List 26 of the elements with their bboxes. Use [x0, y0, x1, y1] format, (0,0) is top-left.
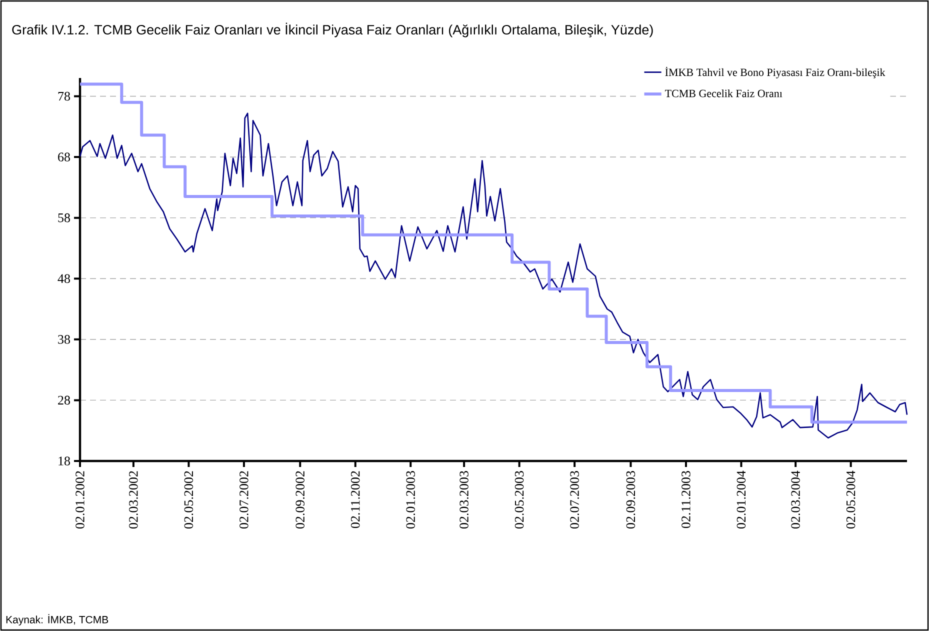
x-tick-label: 02.05.2002	[184, 471, 194, 529]
x-tick-label: 02.11.2002	[350, 471, 360, 528]
x-tick-label: 02.07.2003	[570, 471, 579, 529]
y-tick-label: 78	[58, 92, 70, 101]
text: Kaynak: İMKB, TCMB	[6, 614, 108, 626]
x-tick-label: 02.07.2002	[240, 471, 248, 529]
y-tick-label: 58	[58, 213, 70, 222]
y-tick-label: 48	[58, 274, 70, 283]
x-tick-label: 02.05.2003	[514, 471, 524, 529]
chart-title: Grafik IV.1.2. TCMB Gecelik Faiz Oranları ve İkincil Piyasa Faiz Oranları (Ağırlıklı Ortalama, Bileşik, Yüzde)	[12, 22, 653, 38]
x-tick-label: 02.03.2002	[129, 471, 138, 529]
x-tick-label: 02.01.2003	[406, 471, 416, 529]
x-tick-label: 02.05.2004	[846, 470, 856, 529]
x-tick-label: 02.01.2004	[736, 470, 746, 529]
x-tick-label: 02.11.2003	[682, 471, 690, 528]
x-tick-label: 02.01.2002	[76, 471, 84, 529]
y-tick-label: 18	[58, 456, 70, 466]
legend-label: İMKB Tahvil ve Bono Piyasası Faiz Oranı-bileşik	[665, 66, 886, 78]
y-tick-label: 68	[58, 152, 70, 162]
y-tick-label: 38	[58, 335, 70, 344]
legend-label: TCMB Gecelik Faiz Oranı	[665, 89, 782, 98]
x-tick-label: 02.09.2002	[296, 471, 305, 529]
y-tick-label: 28	[58, 396, 70, 405]
x-tick-label: 02.09.2003	[626, 471, 636, 529]
x-tick-label: 02.03.2004	[791, 470, 800, 529]
x-tick-label: 02.03.2003	[460, 471, 468, 529]
